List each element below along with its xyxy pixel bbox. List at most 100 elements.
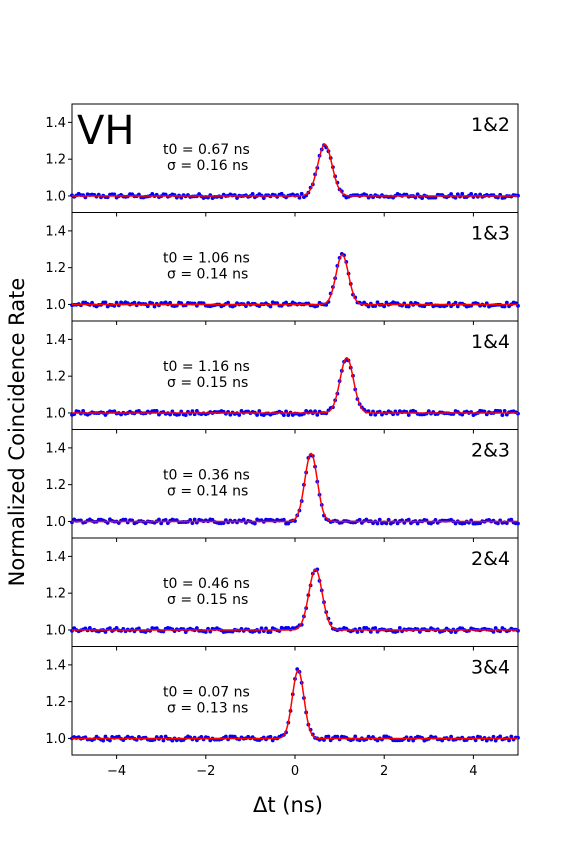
- data-point: [375, 521, 380, 526]
- data-point: [453, 630, 458, 635]
- y-tick-label: 1.4: [45, 658, 66, 673]
- y-tick-label: 1.2: [45, 587, 66, 602]
- panel-label: 1&2: [471, 114, 510, 136]
- data-point: [226, 300, 231, 305]
- panel-label: 2&3: [471, 440, 510, 462]
- data-point: [194, 626, 199, 630]
- t0-annotation: t0 = 0.67 ns: [163, 142, 250, 158]
- fit-curve: [72, 143, 518, 197]
- data-point: [449, 734, 453, 739]
- y-tick-label: 1.4: [45, 441, 66, 456]
- data-point: [114, 625, 119, 630]
- fit-curve: [72, 568, 518, 631]
- panel-1-3: 1.0 1.2 1.4 t0 = 1.06 nsσ = 0.14 ns 1&3: [45, 212, 520, 325]
- data-point: [375, 300, 380, 305]
- sigma-annotation: σ = 0.14 ns: [167, 484, 248, 500]
- data-point: [223, 734, 228, 739]
- data-point: [326, 734, 331, 739]
- data-point: [157, 517, 161, 522]
- panel-label: 1&4: [471, 331, 510, 353]
- y-tick-label: 1.0: [45, 515, 66, 530]
- data-point: [502, 409, 507, 413]
- data-point: [415, 192, 420, 197]
- data-point: [203, 630, 208, 634]
- y-tick-label: 1.0: [45, 406, 66, 421]
- data-point: [509, 734, 514, 739]
- data-point: [257, 409, 262, 413]
- data-point: [192, 517, 197, 522]
- y-tick-label: 1.0: [45, 298, 66, 313]
- sigma-annotation: σ = 0.15 ns: [167, 592, 248, 608]
- data-point: [152, 304, 157, 309]
- data-point: [415, 521, 420, 526]
- data-point: [368, 629, 373, 634]
- data-point: [473, 738, 478, 743]
- data-point: [270, 738, 275, 743]
- data-point: [406, 304, 411, 309]
- data-point: [426, 409, 431, 414]
- x-tick-label: 2: [380, 764, 388, 779]
- data-point: [355, 630, 360, 634]
- data-point: [250, 192, 255, 196]
- data-point: [237, 413, 242, 417]
- fit-curve: [72, 452, 518, 523]
- data-point: [493, 626, 498, 630]
- data-point: [449, 192, 453, 196]
- data-point: [417, 629, 422, 634]
- y-tick-label: 1.4: [45, 333, 66, 348]
- panel-label: 1&3: [471, 223, 510, 245]
- data-point: [500, 413, 505, 417]
- data-point: [123, 517, 128, 522]
- t0-annotation: t0 = 0.36 ns: [163, 468, 250, 484]
- panel-2-4: 1.0 1.2 1.4 t0 = 0.46 nsσ = 0.15 ns 2&4: [45, 537, 520, 651]
- data-point: [382, 304, 387, 309]
- y-tick-label: 1.0: [45, 623, 66, 638]
- figure-label: VH: [77, 108, 134, 154]
- data-point: [453, 300, 458, 305]
- data-point: [406, 517, 411, 522]
- fit-curve: [72, 253, 518, 306]
- data-point: [281, 517, 286, 522]
- fit-curve: [72, 669, 518, 740]
- data-point: [81, 409, 86, 413]
- y-tick-label: 1.2: [45, 370, 66, 385]
- data-point: [268, 630, 273, 634]
- data-point: [281, 413, 286, 418]
- data-point: [315, 412, 320, 417]
- t0-annotation: t0 = 1.06 ns: [163, 251, 250, 267]
- data-point: [493, 738, 498, 743]
- panel-label: 3&4: [471, 657, 510, 679]
- x-tick-label: −4: [107, 764, 126, 779]
- data-point: [504, 300, 509, 305]
- data-point: [268, 304, 273, 309]
- data-point: [496, 521, 500, 526]
- panel-2-3: 1.0 1.2 1.4 t0 = 0.36 nsσ = 0.14 ns 2&3: [45, 429, 520, 542]
- y-tick-label: 1.4: [45, 224, 66, 239]
- data-point: [257, 629, 262, 634]
- panel-1-4: 1.0 1.2 1.4 t0 = 1.16 nsσ = 0.15 ns 1&4: [45, 320, 520, 434]
- y-tick-label: 1.0: [45, 189, 66, 204]
- data-point: [384, 521, 389, 526]
- data-point: [255, 413, 259, 417]
- data-point: [154, 626, 159, 630]
- sigma-annotation: σ = 0.14 ns: [167, 267, 248, 283]
- data-point: [161, 738, 166, 743]
- x-axis-label: Δt (ns): [253, 793, 323, 817]
- data-point: [261, 196, 266, 200]
- data-point: [108, 626, 112, 631]
- y-tick-label: 1.2: [45, 695, 66, 710]
- data-point: [335, 734, 340, 739]
- data-point: [183, 413, 188, 418]
- data-point: [108, 738, 112, 743]
- data-point: [420, 196, 425, 201]
- data-point: [509, 517, 514, 522]
- data-point: [168, 300, 173, 305]
- data-point: [406, 413, 411, 417]
- data-point: [502, 304, 507, 309]
- panel-label: 2&4: [471, 548, 510, 570]
- panel-3-4: 1.0 1.2 1.4 t0 = 0.07 nsσ = 0.13 ns 3&4 −4 −2 0…: [45, 646, 520, 779]
- data-point: [183, 630, 188, 634]
- data-point: [132, 300, 137, 305]
- panel-1-2: 1.0 1.2 1.4 t0 = 0.67 nsσ = 0.16 ns 1&2: [45, 103, 520, 217]
